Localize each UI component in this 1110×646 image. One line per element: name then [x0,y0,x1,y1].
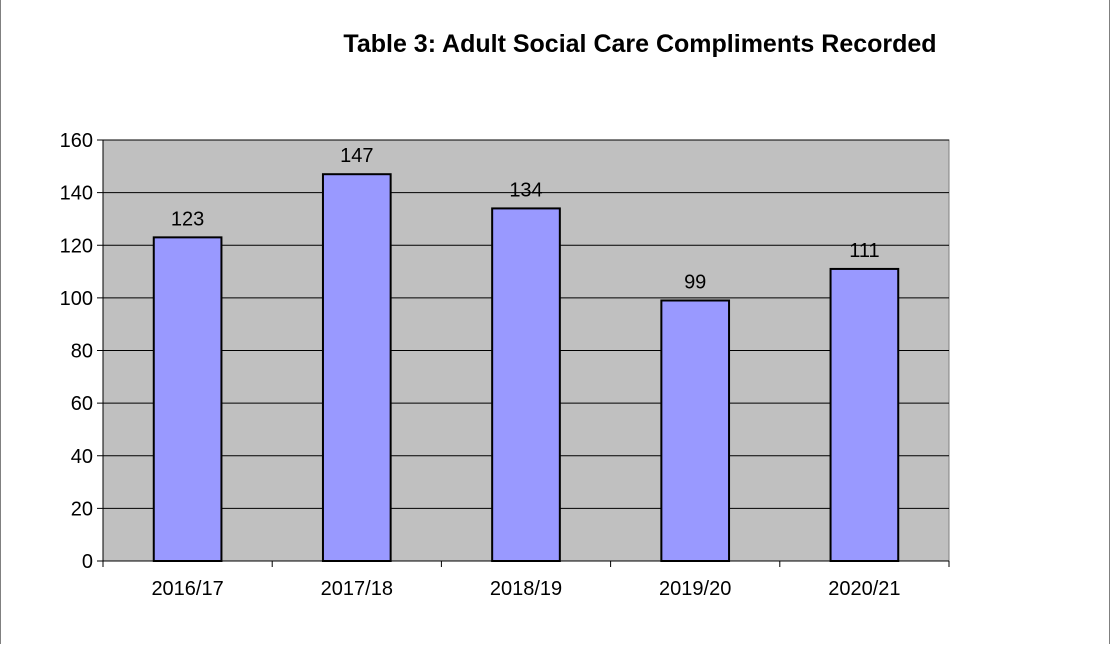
x-tick-label: 2016/17 [151,578,223,600]
y-axis: 0 20 40 60 80 100 120 140 160 [60,130,104,573]
y-tick-label: 40 [71,446,93,468]
y-tick-label: 20 [71,498,93,520]
bar-2020-21 [829,267,900,562]
y-tick-label: 80 [71,341,93,363]
data-labels: 123 147 134 99 111 [171,145,880,293]
x-axis: 2016/17 2017/18 2018/19 2019/20 2020/21 [102,560,950,600]
y-tick-label: 160 [60,130,93,152]
bar-2017-18 [321,173,392,563]
x-tick-label: 2019/20 [659,578,731,600]
y-tick-label: 100 [60,288,93,310]
data-label: 147 [340,145,373,167]
x-tick-label: 2020/21 [828,578,900,600]
bar-2019-20 [660,299,731,562]
chart-title: Table 3: Adult Social Care Compliments R… [343,30,937,58]
data-label: 134 [509,179,542,201]
x-tick-label: 2017/18 [321,578,393,600]
data-label: 99 [684,272,706,294]
data-label: 123 [171,208,204,230]
x-tick-label: 2018/19 [490,578,562,600]
bar-2016-17 [152,236,223,562]
y-tick-label: 120 [60,235,93,257]
data-label: 111 [849,240,879,262]
y-tick-label: 0 [82,551,93,573]
bar-2018-19 [491,207,561,562]
bars [152,173,900,563]
y-tick-label: 140 [60,183,93,205]
y-tick-label: 60 [71,393,93,415]
